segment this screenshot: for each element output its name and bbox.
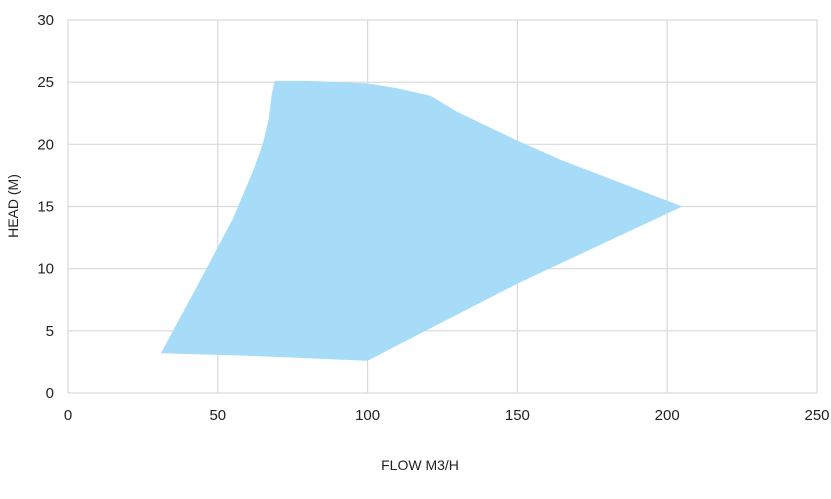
x-tick-label: 0	[64, 407, 72, 424]
operating-region	[160, 80, 683, 361]
x-axis-title: FLOW M3/H	[381, 457, 459, 473]
x-tick-label: 150	[505, 407, 530, 424]
operating-region-area	[160, 80, 683, 361]
x-tick-label: 200	[655, 407, 680, 424]
y-tick-label: 0	[46, 385, 54, 402]
y-tick-label: 20	[37, 136, 54, 153]
y-tick-label: 5	[46, 323, 54, 340]
y-tick-label: 15	[37, 199, 54, 216]
y-axis-title: HEAD (M)	[5, 174, 21, 238]
x-tick-label: 50	[209, 407, 226, 424]
x-tick-label: 250	[804, 407, 829, 424]
y-tick-label: 10	[37, 261, 54, 278]
y-tick-label: 30	[37, 12, 54, 29]
y-axis-ticks: 0 5 10 15 20 25 30	[37, 12, 54, 402]
x-tick-label: 100	[355, 407, 380, 424]
x-axis-ticks: 0 50 100 150 200 250	[64, 407, 830, 424]
y-tick-label: 25	[37, 74, 54, 91]
